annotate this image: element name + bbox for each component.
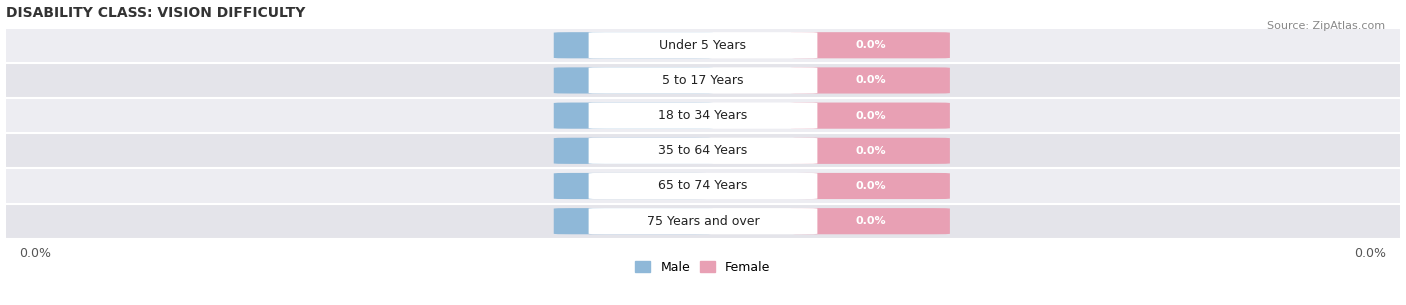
FancyBboxPatch shape <box>589 102 817 129</box>
Text: Under 5 Years: Under 5 Years <box>659 39 747 52</box>
Text: 0.0%: 0.0% <box>20 246 52 260</box>
Text: 65 to 74 Years: 65 to 74 Years <box>658 180 748 192</box>
Text: 0.0%: 0.0% <box>619 216 648 226</box>
Text: 0.0%: 0.0% <box>1354 246 1386 260</box>
Text: 0.0%: 0.0% <box>619 146 648 156</box>
FancyBboxPatch shape <box>554 173 713 199</box>
FancyBboxPatch shape <box>792 208 950 234</box>
Text: Source: ZipAtlas.com: Source: ZipAtlas.com <box>1267 21 1385 31</box>
Text: 0.0%: 0.0% <box>619 40 648 50</box>
Text: 75 Years and over: 75 Years and over <box>647 215 759 228</box>
Text: 0.0%: 0.0% <box>855 181 886 191</box>
Text: 0.0%: 0.0% <box>619 181 648 191</box>
FancyBboxPatch shape <box>554 32 713 58</box>
FancyBboxPatch shape <box>792 67 950 94</box>
Bar <box>6 204 1400 239</box>
Text: 5 to 17 Years: 5 to 17 Years <box>662 74 744 87</box>
FancyBboxPatch shape <box>554 67 713 94</box>
FancyBboxPatch shape <box>589 173 817 199</box>
Text: 0.0%: 0.0% <box>855 111 886 121</box>
Legend: Male, Female: Male, Female <box>630 256 776 279</box>
FancyBboxPatch shape <box>554 102 713 129</box>
Text: 35 to 64 Years: 35 to 64 Years <box>658 144 748 157</box>
Text: DISABILITY CLASS: VISION DIFFICULTY: DISABILITY CLASS: VISION DIFFICULTY <box>6 5 305 20</box>
FancyBboxPatch shape <box>792 32 950 58</box>
Bar <box>6 168 1400 204</box>
FancyBboxPatch shape <box>792 173 950 199</box>
Bar <box>6 98 1400 133</box>
FancyBboxPatch shape <box>554 208 713 234</box>
Text: 0.0%: 0.0% <box>619 111 648 121</box>
Text: 0.0%: 0.0% <box>855 75 886 85</box>
FancyBboxPatch shape <box>589 67 817 94</box>
Bar <box>6 28 1400 63</box>
Text: 0.0%: 0.0% <box>855 146 886 156</box>
Text: 0.0%: 0.0% <box>855 216 886 226</box>
FancyBboxPatch shape <box>589 32 817 58</box>
Text: 0.0%: 0.0% <box>855 40 886 50</box>
Text: 18 to 34 Years: 18 to 34 Years <box>658 109 748 122</box>
FancyBboxPatch shape <box>554 138 713 164</box>
FancyBboxPatch shape <box>792 138 950 164</box>
Bar <box>6 63 1400 98</box>
FancyBboxPatch shape <box>589 208 817 234</box>
Text: 0.0%: 0.0% <box>619 75 648 85</box>
FancyBboxPatch shape <box>589 138 817 164</box>
Bar <box>6 133 1400 168</box>
FancyBboxPatch shape <box>792 102 950 129</box>
